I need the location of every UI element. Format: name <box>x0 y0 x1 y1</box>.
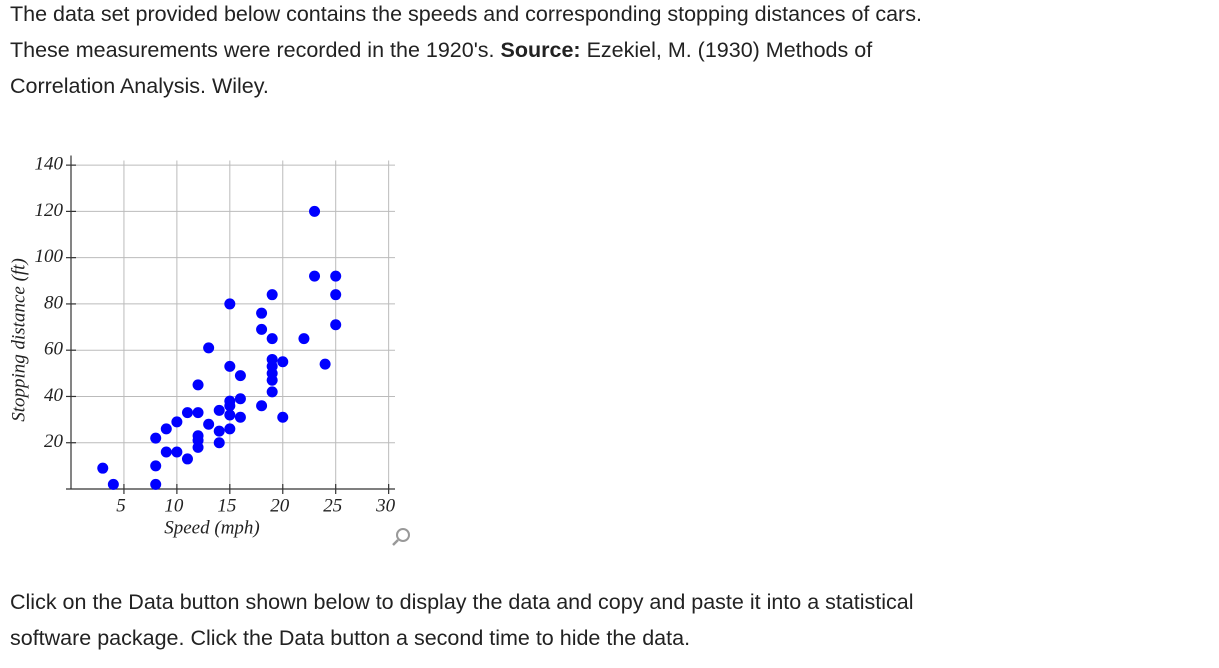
data-point <box>234 411 246 423</box>
data-point <box>330 270 342 282</box>
data-point <box>181 453 193 465</box>
data-point <box>277 356 289 368</box>
x-axis-label: Speed (mph) <box>164 517 260 538</box>
zoom-lens <box>396 528 410 542</box>
data-point <box>160 423 172 435</box>
data-point <box>192 379 204 391</box>
zoom-handle <box>392 539 399 546</box>
y-tick-label: 120 <box>35 200 64 221</box>
source-label: Source: <box>500 38 581 62</box>
data-point <box>309 205 321 217</box>
x-tick-label: 30 <box>375 495 396 516</box>
x-tick-label: 25 <box>323 495 342 516</box>
data-point <box>192 407 204 419</box>
data-point <box>266 386 278 398</box>
data-point <box>203 418 215 430</box>
x-tick-label: 15 <box>217 495 236 516</box>
data-point <box>203 342 215 354</box>
data-point <box>160 446 172 458</box>
data-point <box>234 393 246 405</box>
scatter-chart: 20 40 60 80 100 120 140 5 10 15 20 25 30 Speed (mph) S… <box>8 153 410 546</box>
x-tick-label: 5 <box>116 495 126 516</box>
data-point <box>224 360 236 372</box>
y-tick-label: 100 <box>35 246 64 267</box>
data-point <box>330 289 342 301</box>
data-point <box>213 404 225 416</box>
zoom-icon[interactable] <box>392 528 410 546</box>
data-point <box>266 374 278 386</box>
data-point <box>234 370 246 382</box>
data-point <box>277 411 289 423</box>
data-point <box>266 333 278 345</box>
data-point <box>150 460 162 472</box>
y-tick-label: 40 <box>44 385 64 406</box>
data-point <box>224 409 236 421</box>
data-point <box>107 478 119 490</box>
data-point <box>224 423 236 435</box>
source-text: Ezekiel, M. (1930) Methods of Correlatio… <box>10 38 873 98</box>
data-point <box>309 270 321 282</box>
data-point <box>171 446 183 458</box>
data-point <box>256 400 268 412</box>
data-point <box>150 478 162 490</box>
intro-paragraph: The data set provided below contains the… <box>10 0 970 104</box>
y-tick-label: 60 <box>44 339 64 360</box>
x-tick-label: 10 <box>164 495 184 516</box>
data-point <box>256 307 268 319</box>
data-point <box>192 441 204 453</box>
y-tick-label: 80 <box>44 292 64 313</box>
y-tick-label: 20 <box>44 431 64 452</box>
data-point <box>266 289 278 301</box>
data-point <box>256 323 268 335</box>
outro-paragraph: Click on the Data button shown below to … <box>10 590 914 650</box>
data-point <box>171 416 183 428</box>
data-point <box>298 333 310 345</box>
x-tick-label: 20 <box>270 495 290 516</box>
data-point <box>330 319 342 331</box>
data-point <box>224 298 236 310</box>
intro-text: The data set provided below contains the… <box>10 2 922 62</box>
data-point <box>97 462 109 474</box>
data-point <box>150 432 162 444</box>
data-point <box>213 437 225 449</box>
data-point <box>224 400 236 412</box>
y-axis-label: Stopping distance (ft) <box>8 258 29 422</box>
y-tick-label: 140 <box>35 153 64 174</box>
data-point <box>213 425 225 437</box>
data-point <box>319 358 331 370</box>
data-point <box>181 407 193 419</box>
